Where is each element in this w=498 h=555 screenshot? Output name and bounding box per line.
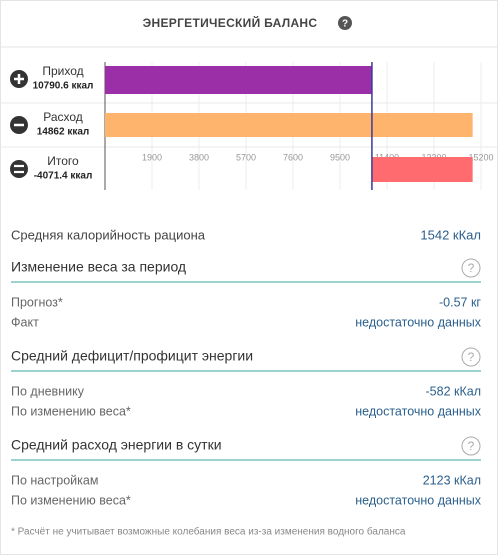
chart: 19003800570076009500114001330015200Прихо… — [0, 62, 498, 190]
bar — [371, 157, 473, 182]
bar — [105, 66, 372, 94]
x-tick-label: 5700 — [236, 152, 256, 162]
section-title: Изменение веса за период — [11, 259, 186, 275]
help-icon[interactable] — [338, 16, 352, 30]
row-label: Прогноз* — [11, 295, 63, 309]
row-label: По настройкам — [11, 473, 98, 487]
help-icon[interactable] — [461, 347, 481, 367]
summary-value: 1542 кКал — [420, 227, 481, 242]
category-label: Расход — [43, 110, 83, 124]
row-value: недостаточно данных — [355, 315, 481, 329]
summary-label: Средняя калорийность рациона — [11, 227, 206, 242]
help-icon[interactable] — [461, 258, 481, 278]
row-label: По дневнику — [11, 384, 85, 398]
row-label: Факт — [11, 315, 39, 329]
row-icons — [10, 70, 28, 178]
bar — [105, 113, 473, 137]
title: ЭНЕРГЕТИЧЕСКИЙ БАЛАНС — [143, 15, 318, 30]
help-glyph: ? — [342, 19, 348, 30]
row-value: 2123 кКал — [423, 473, 481, 487]
x-tick-label: 1900 — [142, 152, 162, 162]
help-glyph: ? — [468, 439, 475, 453]
x-tick-label: 9500 — [330, 152, 350, 162]
info: Средняя калорийность рациона 1542 кКал И… — [11, 227, 482, 507]
value-label: -4071.4 ккал — [34, 171, 93, 182]
section-title: Средний дефицит/профицит энергии — [11, 348, 253, 364]
category-label: Итого — [47, 154, 79, 168]
category-label: Приход — [42, 64, 83, 78]
help-glyph: ? — [468, 350, 475, 364]
section-title: Средний расход энергии в сутки — [11, 437, 222, 453]
equals-icon — [10, 160, 28, 178]
row-value: -0.57 кг — [439, 295, 481, 309]
x-tick-label: 7600 — [283, 152, 303, 162]
row-label: По изменению веса* — [11, 404, 131, 418]
row-value: -582 кКал — [426, 384, 482, 398]
value-label: 10790.6 ккал — [33, 81, 94, 92]
x-tick-label: 3800 — [189, 152, 209, 162]
value-label: 14862 ккал — [37, 127, 90, 138]
x-tick-label: 15200 — [468, 152, 493, 162]
help-glyph: ? — [468, 261, 475, 275]
footnote: * Расчёт не учитывает возможные колебани… — [11, 526, 406, 538]
row-label: По изменению веса* — [11, 493, 131, 507]
row-value: недостаточно данных — [355, 493, 481, 507]
row-value: недостаточно данных — [355, 404, 481, 418]
help-icon[interactable] — [461, 436, 481, 456]
